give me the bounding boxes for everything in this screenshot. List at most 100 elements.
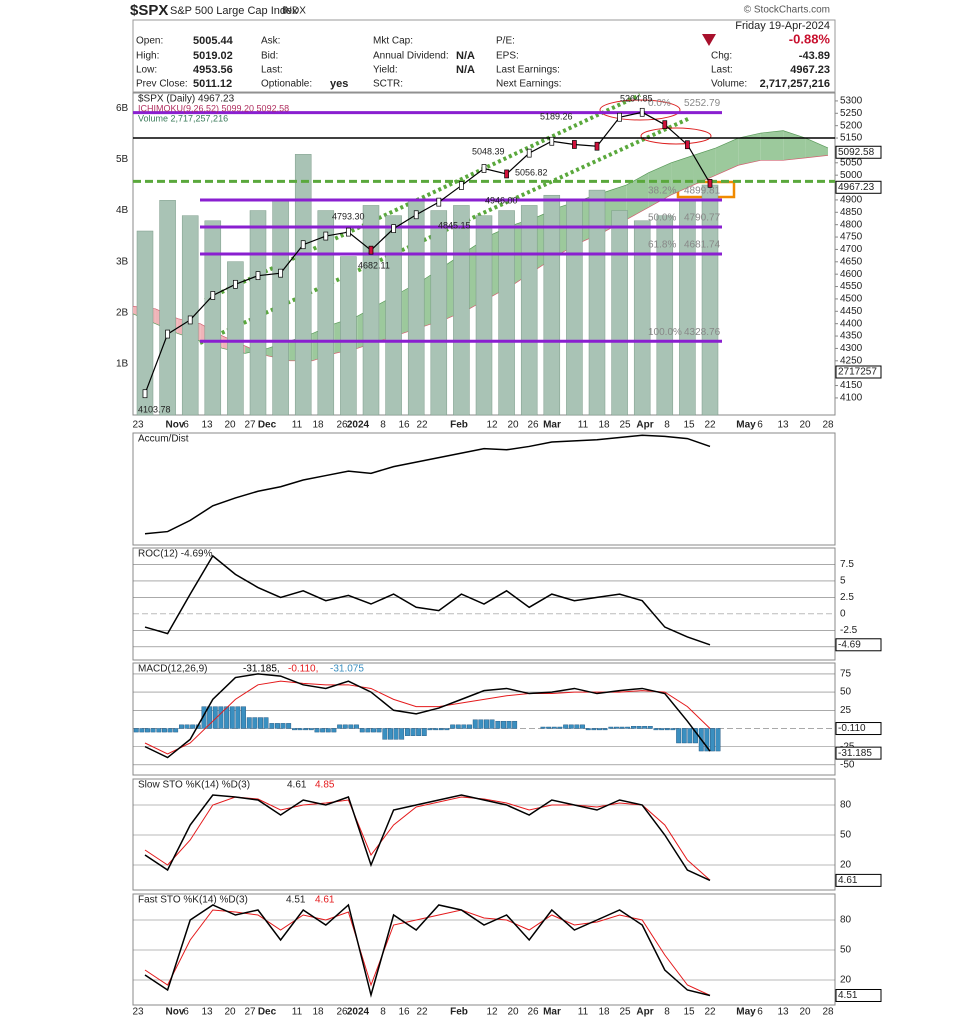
- field-label: Last:: [711, 65, 733, 76]
- candle: [255, 271, 261, 281]
- x-tick-label: 8: [664, 420, 670, 431]
- panel-title: Accum/Dist: [138, 434, 189, 445]
- candle: [368, 245, 374, 255]
- value-box: [835, 145, 882, 159]
- histogram-bar: [472, 719, 478, 729]
- volume-bar: [385, 215, 402, 416]
- volume-tick-label: 2B: [116, 307, 129, 318]
- histogram-bar: [467, 724, 472, 729]
- histogram-bar: [444, 728, 450, 731]
- candle: [300, 240, 306, 250]
- x-tick-label: 12: [486, 1007, 498, 1018]
- histogram-bar: [314, 728, 320, 733]
- y-tick-label: 4150: [840, 380, 863, 391]
- down-arrow: [702, 34, 716, 46]
- volume-title: Volume 2,717,257,216: [138, 113, 228, 123]
- x-tick-label: 22: [416, 420, 428, 431]
- field-label: Last:: [261, 65, 283, 76]
- field-label: Low:: [136, 65, 157, 76]
- cloud-segment: [805, 138, 828, 158]
- volume-bar: [227, 261, 244, 416]
- y-tick-label: 5250: [840, 108, 863, 119]
- x-tick-label: 11: [292, 1007, 303, 1018]
- y-tick-label: 5200: [840, 120, 863, 131]
- histogram-bar: [258, 717, 263, 729]
- histogram-bar: [297, 728, 303, 731]
- x-tick-label: 13: [201, 420, 213, 431]
- candle: [391, 224, 396, 233]
- legend-entry: -0.110,: [288, 664, 318, 675]
- price-annotation: 4845.15: [438, 220, 471, 230]
- x-tick-label: 6: [757, 420, 763, 431]
- volume-bar: [520, 205, 538, 416]
- value-box-label: -4.69: [838, 639, 861, 650]
- series-line: [144, 794, 711, 882]
- y-tick-label: 80: [840, 800, 852, 811]
- histogram-bar: [342, 724, 348, 729]
- histogram-bar: [224, 706, 230, 729]
- histogram-bar: [399, 728, 405, 740]
- histogram-bar: [591, 728, 597, 731]
- x-tick-label: 20: [799, 420, 811, 431]
- y-tick-label: 50: [840, 830, 852, 841]
- histogram-bar: [416, 728, 422, 736]
- histogram-bar: [280, 723, 286, 729]
- histogram-bar: [546, 726, 552, 729]
- field-label: Chg:: [711, 51, 732, 62]
- x-tick-label: 18: [598, 420, 610, 431]
- x-tick-label: 13: [777, 420, 789, 431]
- histogram-bar: [625, 726, 631, 729]
- price-annotation: 5189.26: [540, 111, 573, 121]
- price-annotation: 4946.00: [485, 195, 518, 205]
- volume-bar: [136, 230, 154, 416]
- x-tick-label: 27: [244, 1007, 256, 1018]
- y-tick-label: 80: [840, 915, 852, 926]
- histogram-bar: [455, 724, 461, 729]
- legend-entry: 4.61: [287, 780, 307, 791]
- volume-bar: [679, 200, 696, 416]
- histogram-bar: [308, 728, 314, 731]
- panel-title: Fast STO %K(14) %D(3): [138, 895, 248, 906]
- x-tick-label: May: [736, 420, 756, 431]
- value-box: [835, 638, 882, 652]
- x-tick-label: Dec: [258, 420, 277, 431]
- histogram-bar: [433, 728, 439, 731]
- histogram-bar: [240, 706, 246, 729]
- candle: [346, 227, 351, 237]
- histogram-bar: [269, 723, 275, 729]
- legend-entry: 4.61: [315, 895, 335, 906]
- x-tick-label: 20: [224, 1007, 236, 1018]
- volume-bar: [656, 215, 674, 416]
- volume-tick-label: 4B: [116, 205, 129, 216]
- x-tick-label: 18: [312, 1007, 324, 1018]
- x-tick-label: 26: [336, 1007, 348, 1018]
- y-tick-label: 4800: [840, 219, 863, 230]
- x-tick-label: 8: [380, 420, 386, 431]
- field-label: Prev Close:: [136, 79, 188, 90]
- histogram-bar: [371, 728, 376, 733]
- x-tick-label: 25: [619, 420, 631, 431]
- y-tick-label: 4450: [840, 306, 863, 317]
- fib-label: 38.2%: [648, 186, 676, 197]
- volume-bar: [611, 210, 628, 416]
- field-label: P/E:: [496, 36, 515, 47]
- histogram-bar: [580, 724, 585, 729]
- fib-value: 4899.81: [684, 186, 721, 197]
- x-tick-label: Apr: [636, 420, 653, 431]
- volume-bar: [430, 210, 448, 416]
- x-tick-label: May: [736, 1007, 756, 1018]
- x-tick-label: 25: [619, 1007, 631, 1018]
- field-label: SCTR:: [373, 79, 403, 90]
- series-line: [144, 554, 711, 646]
- value-box-label: 4.61: [838, 875, 858, 886]
- fib-label: 100.0%: [648, 327, 682, 338]
- histogram-bar: [207, 706, 213, 729]
- y-tick-label: 4650: [840, 256, 863, 267]
- histogram-bar: [382, 728, 388, 740]
- candle: [165, 329, 170, 339]
- volume-tick-label: 1B: [116, 359, 129, 370]
- x-tick-label: Apr: [636, 1007, 653, 1018]
- value-box: [835, 988, 882, 1002]
- fib-label: 0.0%: [648, 98, 671, 109]
- field-value: 2,717,257,216: [760, 78, 830, 90]
